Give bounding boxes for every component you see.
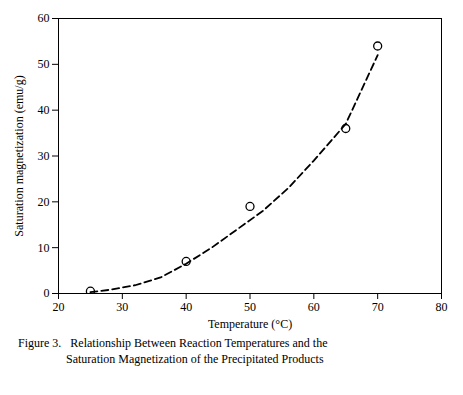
svg-text:50: 50 <box>38 57 50 71</box>
svg-text:50: 50 <box>244 300 256 314</box>
html-text:Figure 3. Relationship Between: Figure 3. Relationship Between Reaction … <box>18 336 328 350</box>
svg-text:80: 80 <box>436 300 448 314</box>
svg-text:10: 10 <box>38 241 50 255</box>
svg-text:30: 30 <box>116 300 128 314</box>
svg-text:70: 70 <box>372 300 384 314</box>
svg-text:30: 30 <box>38 149 50 163</box>
svg-text:40: 40 <box>180 300 192 314</box>
svg-text:Temperature (°C): Temperature (°C) <box>208 317 292 331</box>
svg-text:0: 0 <box>44 286 50 300</box>
html-text:Saturation Magnetization of th: Saturation Magnetization of the Precipit… <box>18 352 324 366</box>
svg-text:60: 60 <box>38 11 50 25</box>
svg-text:20: 20 <box>38 195 50 209</box>
svg-text:40: 40 <box>38 103 50 117</box>
svg-text:20: 20 <box>53 300 65 314</box>
svg-text:60: 60 <box>308 300 320 314</box>
svg-text:Saturation magnetization (emu/: Saturation magnetization (emu/g) <box>12 75 26 236</box>
